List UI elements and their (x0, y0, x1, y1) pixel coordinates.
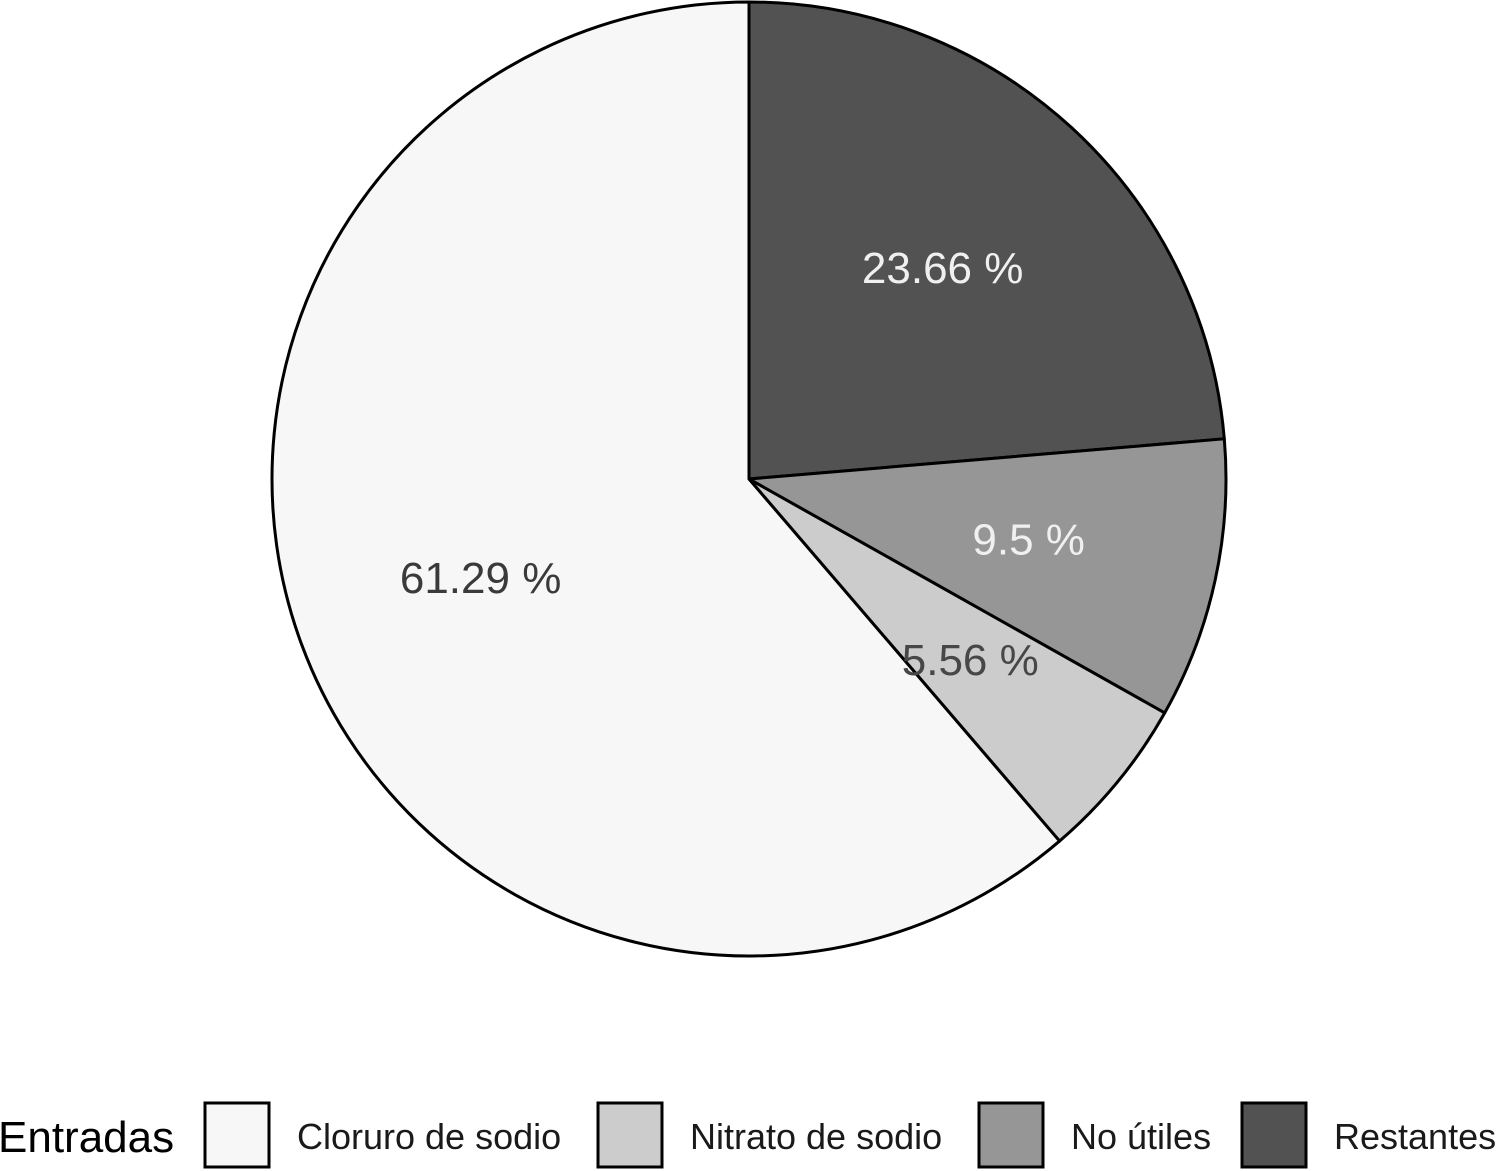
slice-label-nitrato-de-sodio: 5.56 % (902, 636, 1039, 685)
legend-label-cloruro-de-sodio: Cloruro de sodio (297, 1116, 561, 1157)
legend-key-restantes (1240, 1101, 1308, 1169)
legend: Entradas Cloruro de sodio Nitrato de sodi… (0, 1101, 1496, 1169)
pie-slice-cloruro-de-sodio (270, 0, 1062, 958)
legend-title: Entradas (0, 1113, 174, 1162)
slice-label-restantes: 23.66 % (862, 244, 1023, 293)
legend-label-nitrato-de-sodio: Nitrato de sodio (690, 1116, 942, 1157)
pie-slices (270, 0, 1228, 958)
pie-slice-nitrato-de-sodio (747, 477, 1167, 843)
legend-label-no-utiles: No útiles (1071, 1116, 1211, 1157)
slice-label-no-utiles: 9.5 % (972, 515, 1085, 564)
legend-key-nitrato-de-sodio (596, 1101, 664, 1169)
pie-slice-restantes (747, 0, 1226, 481)
legend-key-cloruro-de-sodio (203, 1101, 271, 1169)
legend-key-no-utiles (977, 1101, 1045, 1169)
slice-label-cloruro-de-sodio: 61.29 % (400, 554, 561, 603)
pie-slice-labels: 23.66 % 9.5 % 5.56 % 61.29 % (400, 244, 1085, 685)
pie-slice-no-utiles (747, 437, 1228, 715)
legend-label-restantes: Restantes (1334, 1116, 1496, 1157)
